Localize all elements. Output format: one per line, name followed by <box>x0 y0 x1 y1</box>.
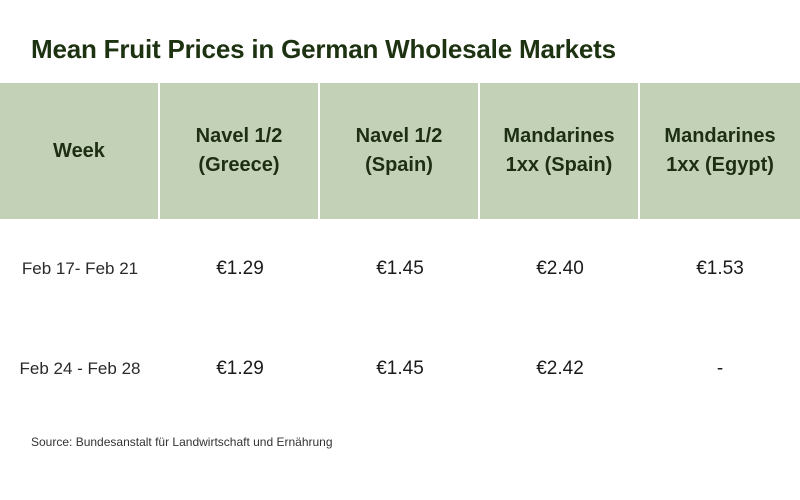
page-title: Mean Fruit Prices in German Wholesale Ma… <box>31 34 616 64</box>
header-label-line2: 1xx (Egypt) <box>666 154 774 176</box>
header-label-line2: 1xx (Spain) <box>505 154 613 176</box>
header-label-line2: (Greece) <box>198 154 280 176</box>
price-cell: €1.29 <box>216 258 264 279</box>
price-cell: €1.53 <box>696 258 744 279</box>
week-cell: Feb 24 - Feb 28 <box>19 359 141 378</box>
price-cell: €2.42 <box>536 358 584 379</box>
header-label-line2: (Spain) <box>365 154 433 176</box>
header-cell-week: Week <box>0 83 158 219</box>
header-cell-navel-spain: Navel 1/2 (Spain) <box>320 83 478 219</box>
header-label-line1: Mandarines <box>664 125 776 147</box>
header-label-line1: Mandarines <box>503 125 615 147</box>
price-cell: €2.40 <box>536 258 584 279</box>
header-cell-mandarines-egypt: Mandarines 1xx (Egypt) <box>640 83 800 219</box>
week-cell: Feb 17- Feb 21 <box>21 259 139 278</box>
table-header-row: Week Navel 1/2 (Greece) Navel 1/2 (Spain… <box>0 83 800 219</box>
source-note: Source: Bundesanstalt für Landwirtschaft… <box>31 435 333 449</box>
price-table: Week Navel 1/2 (Greece) Navel 1/2 (Spain… <box>0 83 800 419</box>
header-label-line1: Navel 1/2 <box>195 125 283 147</box>
header-label: Week <box>53 139 105 162</box>
price-cell: €1.45 <box>376 358 424 379</box>
header-label-line1: Navel 1/2 <box>355 125 443 147</box>
header-cell-mandarines-spain: Mandarines 1xx (Spain) <box>480 83 638 219</box>
price-cell: €1.45 <box>376 258 424 279</box>
price-cell: €1.29 <box>216 358 264 379</box>
price-cell: - <box>716 358 724 379</box>
header-cell-navel-greece: Navel 1/2 (Greece) <box>160 83 318 219</box>
table-row: Feb 17- Feb 21 €1.29 €1.45 €2.40 €1.53 <box>0 219 800 319</box>
table-row: Feb 24 - Feb 28 €1.29 €1.45 €2.42 - <box>0 319 800 419</box>
